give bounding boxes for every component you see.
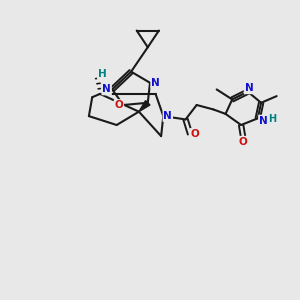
Text: O: O [190, 129, 199, 139]
Text: O: O [115, 100, 123, 110]
Text: N: N [151, 78, 160, 88]
Text: O: O [239, 137, 248, 147]
Text: H: H [268, 114, 276, 124]
Text: N: N [259, 116, 268, 126]
Text: N: N [164, 111, 172, 121]
Text: H: H [98, 69, 106, 79]
Text: N: N [102, 84, 111, 94]
Text: N: N [244, 83, 253, 93]
Polygon shape [139, 100, 150, 112]
